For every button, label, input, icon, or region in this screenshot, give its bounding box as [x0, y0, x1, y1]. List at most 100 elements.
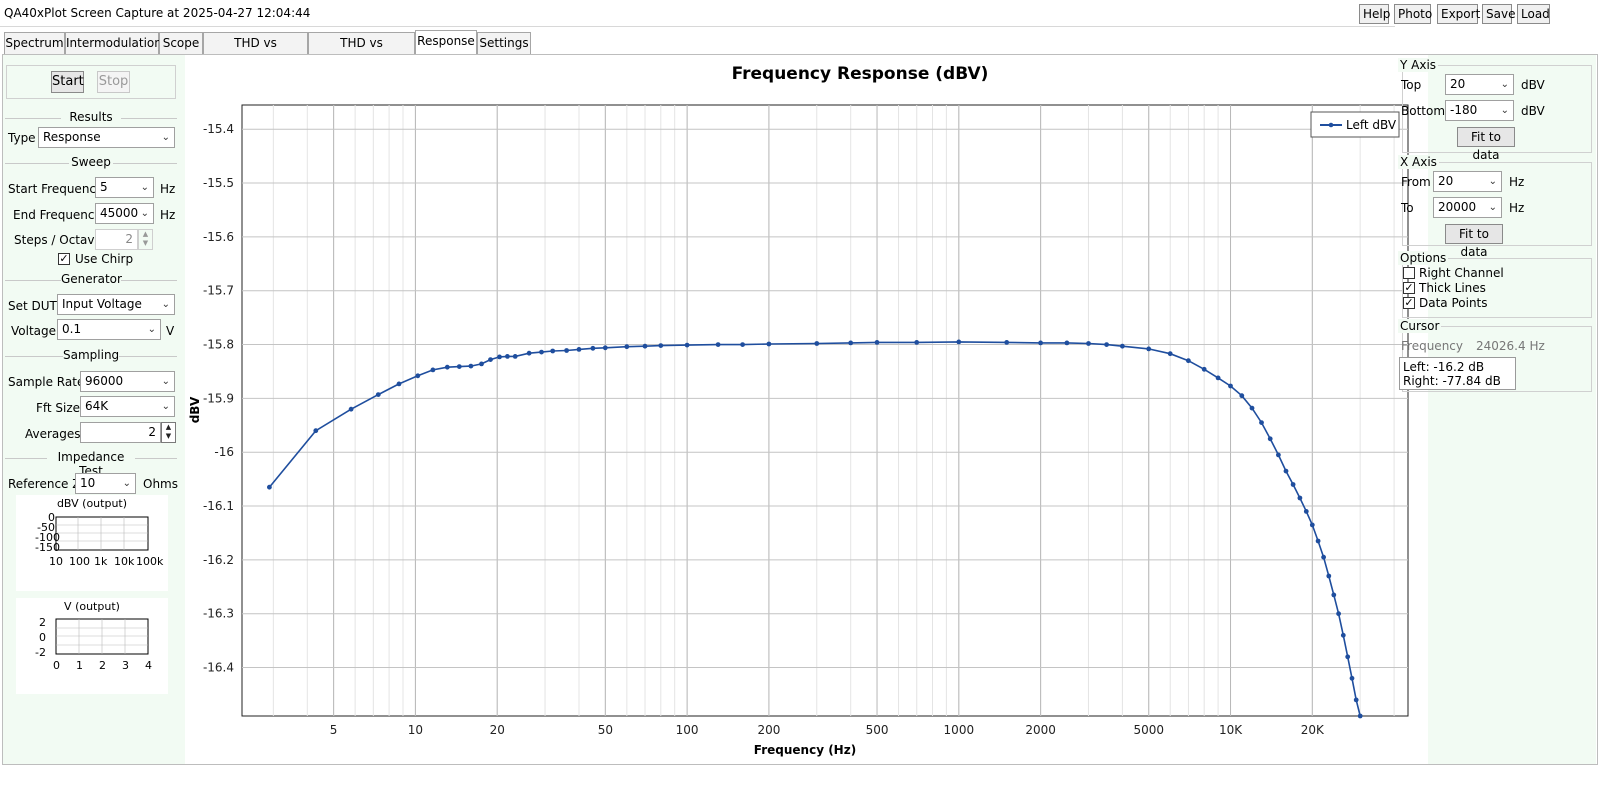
data-point [1120, 343, 1125, 349]
tab-thd-vs-frequency[interactable]: THD vs Frequency [203, 32, 308, 71]
y-tick-label: -16.4 [203, 661, 234, 675]
data-point [1259, 420, 1264, 425]
x-tick-labels: 5 10 20 50 100 200 500 1000 2000 5000 10K 20K [330, 723, 1325, 737]
x-tick-label: 10 [49, 555, 63, 568]
start-frequency-combo[interactable]: 5 ⌄ [95, 177, 154, 198]
data-point [468, 363, 474, 369]
tab-thd-vs-amplitude[interactable]: THD vs Amplitude [308, 32, 415, 71]
data-point [1038, 340, 1043, 346]
reference-z-label: Reference Z [8, 477, 81, 491]
chevron-down-icon: ⌄ [1500, 79, 1509, 90]
tab-scope[interactable]: Scope [159, 32, 203, 54]
frequency-response-chart[interactable]: -15.4 -15.5 -15.6 -15.7 -15.8 -15.9 -16 -16.1 -1… [185, 90, 1428, 760]
cursor-right-value: Right: -77.84 dB [1403, 374, 1501, 388]
tab-spectrum[interactable]: Spectrum [4, 32, 65, 54]
x-from-value: 20 [1438, 174, 1454, 188]
legend-label: Left dBV [1346, 118, 1397, 132]
data-point [1064, 340, 1070, 346]
x-tick-label: 1 [76, 659, 83, 672]
x-to-combo[interactable]: 20000 ⌄ [1433, 197, 1502, 218]
y-top-combo[interactable]: 20 ⌄ [1445, 74, 1514, 95]
voltage-unit: V [166, 324, 175, 338]
start-button[interactable]: Start [51, 71, 84, 93]
use-chirp-label: Use Chirp [75, 252, 134, 266]
x-tick-label: 10k [114, 555, 135, 568]
end-frequency-combo[interactable]: 45000 ⌄ [95, 203, 154, 224]
sampling-header: Sampling [63, 348, 120, 362]
y-axis-group [1402, 65, 1592, 153]
sampling-divider-right [119, 356, 177, 357]
data-point [602, 345, 608, 351]
data-points-checkbox[interactable]: ✓ [1403, 296, 1415, 309]
data-point [396, 381, 402, 387]
spin-down-icon[interactable]: ▼ [142, 239, 149, 247]
y-bottom-combo[interactable]: -180 ⌄ [1445, 100, 1514, 121]
thick-lines-checkbox[interactable]: ✓ [1403, 281, 1415, 294]
results-header: Results [69, 110, 113, 124]
tab-intermodulation[interactable]: Intermodulation [65, 32, 162, 54]
data-point [348, 406, 354, 412]
y-top-value: 20 [1450, 77, 1466, 91]
load-button[interactable]: Load [1517, 4, 1550, 24]
y-top-unit: dBV [1521, 78, 1545, 92]
help-button[interactable]: Help [1359, 4, 1390, 24]
type-select-value: Response [43, 130, 101, 144]
x-from-combo[interactable]: 20 ⌄ [1433, 171, 1502, 192]
sweep-header: Sweep [71, 155, 111, 169]
tab-response[interactable]: Response [415, 30, 477, 54]
y-bottom-unit: dBV [1521, 104, 1545, 118]
sample-rate-select[interactable]: 96000 ⌄ [80, 371, 175, 392]
start-frequency-label: Start Frequency [8, 182, 104, 196]
type-select[interactable]: Response ⌄ [38, 127, 175, 148]
x-from-unit: Hz [1509, 175, 1525, 189]
averages-spinner[interactable]: ▲ ▼ [161, 422, 176, 443]
chevron-down-icon: ⌄ [1500, 105, 1509, 116]
fft-size-select[interactable]: 64K ⌄ [80, 396, 175, 417]
photo-button[interactable]: Photo [1394, 4, 1432, 24]
voltage-label: Voltage [11, 324, 57, 338]
sample-rate-value: 96000 [85, 374, 124, 388]
y-tick-label: -150 [35, 541, 60, 554]
data-point [456, 364, 462, 369]
reference-z-combo[interactable]: 10 ⌄ [75, 473, 136, 494]
cursor-values-box: Left: -16.2 dB Right: -77.84 dB [1399, 357, 1516, 390]
x-axis-label: Frequency (Hz) [754, 743, 856, 757]
data-point [375, 392, 381, 397]
data-point [497, 354, 502, 360]
spin-down-icon[interactable]: ▼ [165, 432, 172, 440]
spin-up-icon[interactable]: ▲ [165, 423, 172, 431]
chevron-down-icon: ⌄ [147, 324, 156, 335]
set-dut-value: Input Voltage [62, 297, 142, 311]
save-button[interactable]: Save [1482, 4, 1515, 24]
data-point [526, 350, 532, 356]
data-point [1331, 592, 1337, 598]
data-point [1349, 675, 1355, 681]
set-dut-select[interactable]: Input Voltage ⌄ [57, 294, 175, 315]
x-tick-label: 100 [676, 723, 699, 737]
stop-button[interactable]: Stop [97, 71, 130, 93]
averages-input[interactable]: 2 [80, 422, 161, 443]
y-tick-label: -15.6 [203, 230, 234, 244]
tab-settings[interactable]: Settings [477, 32, 531, 54]
x-tick-label: 50 [598, 723, 613, 737]
sample-rate-label: Sample Rate [8, 375, 85, 389]
x-tick-label: 1000 [944, 723, 975, 737]
use-chirp-checkbox[interactable]: ✓ [58, 252, 70, 265]
x-tick-label: 1k [94, 555, 108, 568]
x-tick-label: 2 [99, 659, 106, 672]
thick-lines-label: Thick Lines [1419, 281, 1486, 295]
y-tick-label: -16.1 [203, 499, 234, 513]
data-point [1215, 375, 1221, 381]
chevron-down-icon: ⌄ [1488, 176, 1497, 187]
options-group [1402, 258, 1592, 318]
x-fit-to-data-button[interactable]: Fit to data [1445, 224, 1503, 259]
y-fit-to-data-button[interactable]: Fit to data [1457, 127, 1515, 162]
export-button[interactable]: Export [1437, 4, 1480, 24]
generator-divider-left [5, 280, 61, 281]
data-point [740, 342, 745, 347]
steps-spinner[interactable]: ▲ ▼ [138, 229, 153, 250]
spin-up-icon[interactable]: ▲ [142, 230, 149, 238]
right-channel-checkbox[interactable] [1403, 267, 1415, 279]
voltage-combo[interactable]: 0.1 ⌄ [57, 319, 161, 340]
steps-octave-input[interactable]: 2 [95, 229, 138, 250]
